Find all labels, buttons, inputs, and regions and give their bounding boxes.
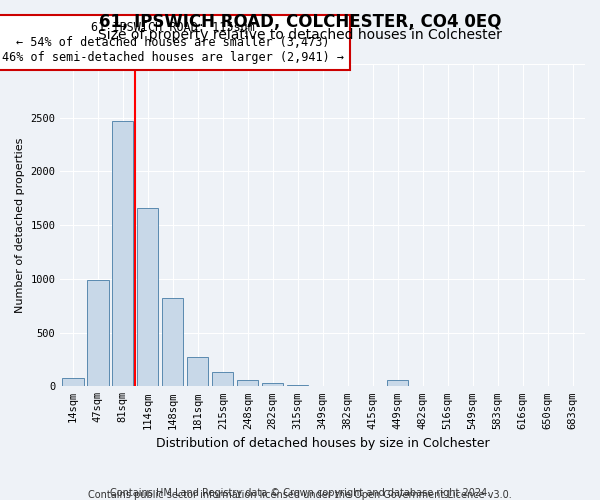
Bar: [162, 298, 184, 386]
Text: Contains public sector information licensed under the Open Government Licence v3: Contains public sector information licen…: [88, 490, 512, 500]
Bar: [62, 378, 83, 386]
Text: Size of property relative to detached houses in Colchester: Size of property relative to detached ho…: [98, 28, 502, 42]
Bar: [187, 358, 208, 386]
Text: 61 IPSWICH ROAD: 115sqm
← 54% of detached houses are smaller (3,473)
46% of semi: 61 IPSWICH ROAD: 115sqm ← 54% of detache…: [2, 21, 344, 64]
X-axis label: Distribution of detached houses by size in Colchester: Distribution of detached houses by size …: [156, 437, 490, 450]
Bar: [137, 208, 158, 386]
Y-axis label: Number of detached properties: Number of detached properties: [15, 138, 25, 313]
Text: Contains HM Land Registry data © Crown copyright and database right 2024.: Contains HM Land Registry data © Crown c…: [110, 488, 490, 498]
Bar: [87, 280, 109, 386]
Text: 61, IPSWICH ROAD, COLCHESTER, CO4 0EQ: 61, IPSWICH ROAD, COLCHESTER, CO4 0EQ: [99, 12, 501, 30]
Bar: [262, 383, 283, 386]
Bar: [237, 380, 259, 386]
Bar: [387, 380, 408, 386]
Bar: [287, 385, 308, 386]
Bar: [112, 121, 133, 386]
Bar: [212, 372, 233, 386]
